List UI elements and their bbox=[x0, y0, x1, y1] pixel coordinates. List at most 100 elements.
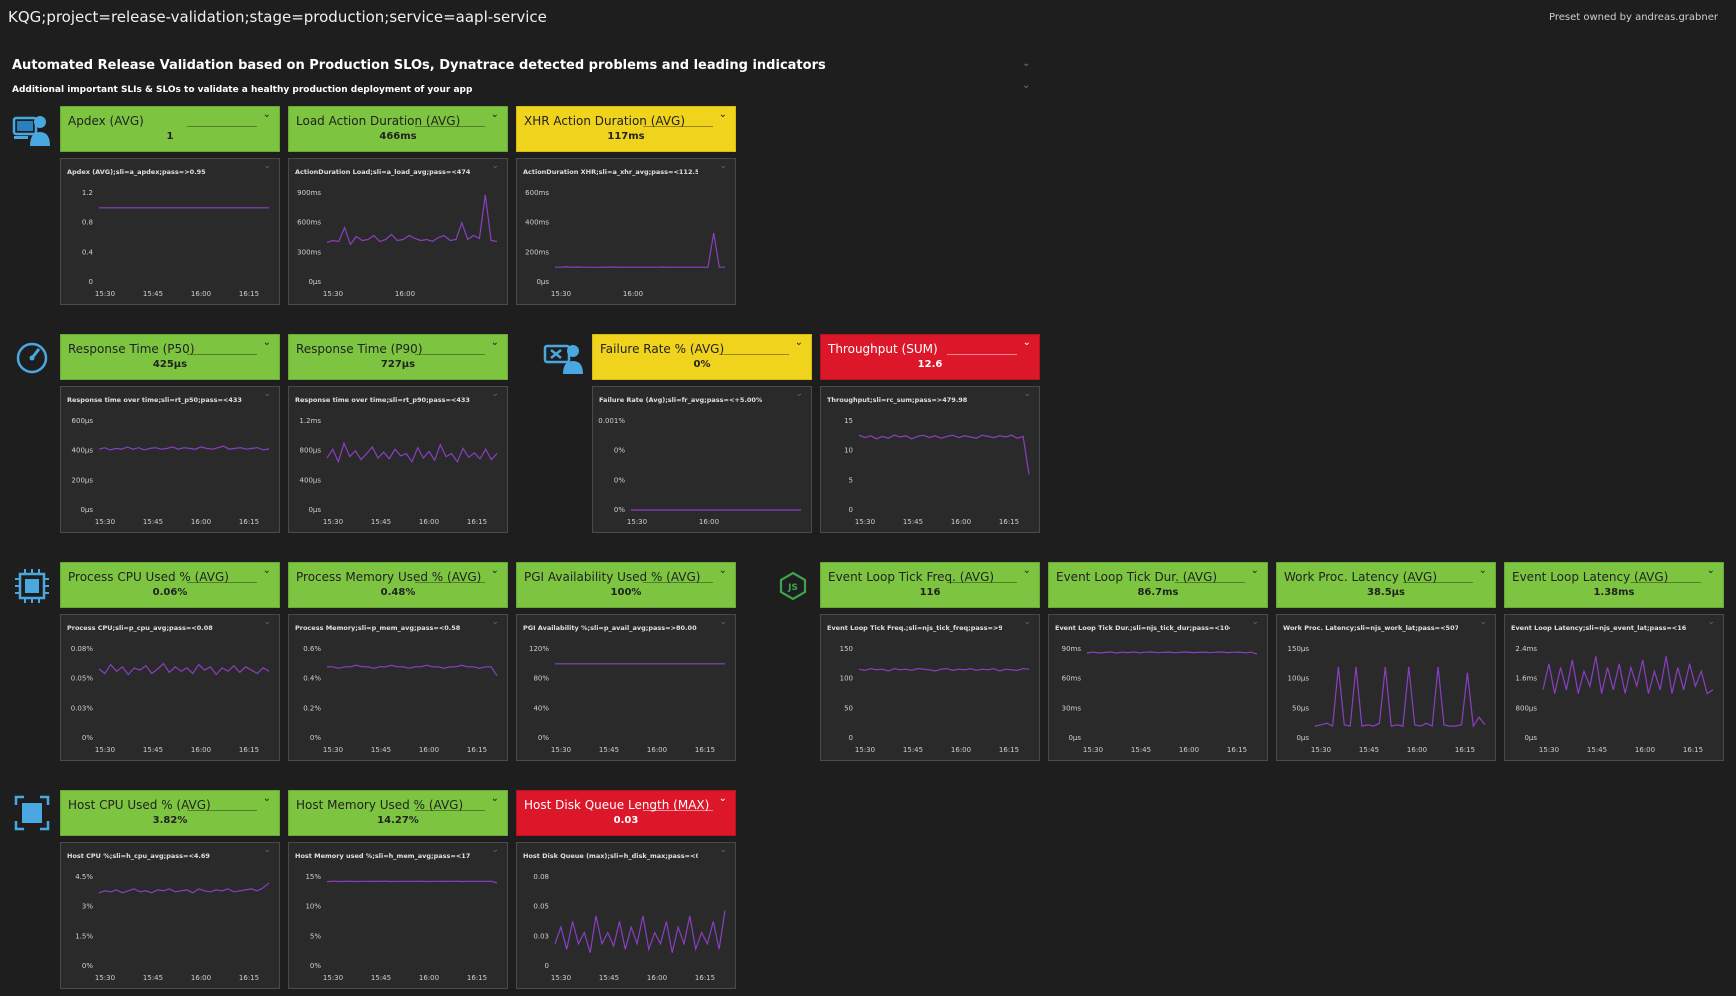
tile-name: Host CPU Used % (AVG) bbox=[68, 798, 211, 812]
tile-13[interactable]: Event Loop Latency (AVG) ⌄ 1.38ms bbox=[1504, 562, 1724, 608]
chart-panel-16[interactable]: 0.08 0.05 0.03 0 15:30 15:45 16:00 16:15 Host Di… bbox=[516, 842, 736, 989]
chevron-down-icon[interactable]: ⌄ bbox=[1250, 565, 1259, 576]
chevron-down-icon[interactable]: ⌄ bbox=[262, 337, 271, 348]
tile-14[interactable]: Host CPU Used % (AVG) ⌄ 3.82% bbox=[60, 790, 280, 836]
chevron-down-icon[interactable]: ⌄ bbox=[718, 109, 727, 120]
chevron-down-icon[interactable]: ⌄ bbox=[490, 337, 499, 348]
y-tick-label: 300ms bbox=[297, 248, 321, 256]
chevron-down-icon[interactable]: ⌄ bbox=[1251, 617, 1259, 627]
chart-panel-5[interactable]: 0.001% 0% 0% 0% 15:30 16:00 Failure Rate (Avg)… bbox=[592, 386, 812, 533]
tile-name: Throughput (SUM) bbox=[828, 342, 938, 356]
tile-value: 727µs bbox=[380, 359, 416, 370]
x-tick-label: 16:15 bbox=[695, 746, 715, 754]
tile-10[interactable]: Event Loop Tick Freq. (AVG) ⌄ 116 bbox=[820, 562, 1040, 608]
series-line bbox=[326, 194, 498, 246]
x-tick-label: 16:15 bbox=[695, 974, 715, 982]
chevron-down-icon[interactable]: ⌄ bbox=[794, 337, 803, 348]
chevron-down-icon[interactable]: ⌄ bbox=[1706, 565, 1715, 576]
chart-panel-3[interactable]: 600µs 400µs 200µs 0µs 15:30 15:45 16:00 16:15 Re… bbox=[60, 386, 280, 533]
nodejs-icon: JS bbox=[779, 571, 807, 601]
chevron-down-icon[interactable]: ⌄ bbox=[263, 161, 271, 171]
chart-panel-12[interactable]: 150µs 100µs 50µs 0µs 15:30 15:45 16:00 16:15 Wor… bbox=[1276, 614, 1496, 761]
chevron-down-icon[interactable]: ⌄ bbox=[719, 617, 727, 627]
tile-0[interactable]: Apdex (AVG) ⌄ 1 bbox=[60, 106, 280, 152]
chevron-down-icon[interactable]: ⌄ bbox=[491, 389, 499, 399]
chevron-down-icon[interactable]: ⌄ bbox=[490, 565, 499, 576]
tile-6[interactable]: Throughput (SUM) ⌄ 12.6 bbox=[820, 334, 1040, 380]
tile-5[interactable]: Failure Rate % (AVG) ⌄ 0% bbox=[592, 334, 812, 380]
chevron-down-icon[interactable]: ⌄ bbox=[491, 617, 499, 627]
tile-8[interactable]: Process Memory Used % (AVG) ⌄ 0.48% bbox=[288, 562, 508, 608]
y-tick-label: 600ms bbox=[297, 219, 321, 227]
tile-16[interactable]: Host Disk Queue Length (MAX) ⌄ 0.03 bbox=[516, 790, 736, 836]
x-tick-label: 16:00 bbox=[419, 974, 439, 982]
chevron-down-icon[interactable]: ⌄ bbox=[1022, 80, 1031, 91]
chart-panel-10[interactable]: 150 100 50 0 15:30 15:45 16:00 16:15 Event Loop … bbox=[820, 614, 1040, 761]
chart-title: Failure Rate (Avg);sli=fr_avg;pass=<+5.0… bbox=[599, 396, 763, 404]
chevron-down-icon[interactable]: ⌄ bbox=[263, 617, 271, 627]
tile-9[interactable]: PGI Availability Used % (AVG) ⌄ 100% bbox=[516, 562, 736, 608]
tile-3[interactable]: Response Time (P50) ⌄ 425µs bbox=[60, 334, 280, 380]
x-tick-label: 15:30 bbox=[551, 290, 571, 298]
tile-12[interactable]: Work Proc. Latency (AVG) ⌄ 38.5µs bbox=[1276, 562, 1496, 608]
tile-15[interactable]: Host Memory Used % (AVG) ⌄ 14.27% bbox=[288, 790, 508, 836]
chevron-down-icon[interactable]: ⌄ bbox=[490, 109, 499, 120]
y-tick-label: 0.001% bbox=[598, 417, 625, 425]
chevron-down-icon[interactable]: ⌄ bbox=[262, 793, 271, 804]
chart-panel-6[interactable]: 15 10 5 0 15:30 15:45 16:00 16:15 Throughput;sli… bbox=[820, 386, 1040, 533]
chart-panel-11[interactable]: 90ms 60ms 30ms 0µs 15:30 15:45 16:00 16:15 Event… bbox=[1048, 614, 1268, 761]
chevron-down-icon[interactable]: ⌄ bbox=[263, 389, 271, 399]
x-tick-label: 15:30 bbox=[551, 974, 571, 982]
chevron-down-icon[interactable]: ⌄ bbox=[719, 161, 727, 171]
chevron-down-icon[interactable]: ⌄ bbox=[1707, 617, 1715, 627]
tile-1[interactable]: Load Action Duration (AVG) ⌄ 466ms bbox=[288, 106, 508, 152]
x-tick-label: 16:00 bbox=[191, 974, 211, 982]
tile-4[interactable]: Response Time (P90) ⌄ 727µs bbox=[288, 334, 508, 380]
chevron-down-icon[interactable]: ⌄ bbox=[1479, 617, 1487, 627]
chart-panel-2[interactable]: 600ms 400ms 200ms 0µs 15:30 16:00 ActionDurati… bbox=[516, 158, 736, 305]
chevron-down-icon[interactable]: ⌄ bbox=[795, 389, 803, 399]
chart-panel-9[interactable]: 120% 80% 40% 0% 15:30 15:45 16:00 16:15 PGI Avai… bbox=[516, 614, 736, 761]
chevron-down-icon[interactable]: ⌄ bbox=[262, 109, 271, 120]
chart-panel-4[interactable]: 1.2ms 800µs 400µs 0µs 15:30 15:45 16:00 16:15 Re… bbox=[288, 386, 508, 533]
chart-panel-14[interactable]: 4.5% 3% 1.5% 0% 15:30 15:45 16:00 16:15 Host CPU… bbox=[60, 842, 280, 989]
host-icon bbox=[14, 795, 50, 831]
chart-panel-0[interactable]: 1.2 0.8 0.4 0 15:30 15:45 16:00 16:15 Apdex (AVG… bbox=[60, 158, 280, 305]
tile-underline bbox=[1403, 582, 1473, 583]
chevron-down-icon[interactable]: ⌄ bbox=[490, 793, 499, 804]
tile-name: Host Disk Queue Length (MAX) bbox=[524, 798, 710, 812]
chevron-down-icon[interactable]: ⌄ bbox=[491, 161, 499, 171]
tile-underline bbox=[947, 354, 1017, 355]
chart-svg: 1.2 0.8 0.4 015:30 15:45 16:00 16:15 bbox=[82, 189, 269, 298]
chevron-down-icon[interactable]: ⌄ bbox=[1022, 58, 1031, 69]
chevron-down-icon[interactable]: ⌄ bbox=[718, 565, 727, 576]
tile-7[interactable]: Process CPU Used % (AVG) ⌄ 0.06% bbox=[60, 562, 280, 608]
tile-11[interactable]: Event Loop Tick Dur. (AVG) ⌄ 86.7ms bbox=[1048, 562, 1268, 608]
chevron-down-icon[interactable]: ⌄ bbox=[1023, 389, 1031, 399]
chart-panel-8[interactable]: 0.6% 0.4% 0.2% 0% 15:30 15:45 16:00 16:15 Proces… bbox=[288, 614, 508, 761]
chevron-down-icon[interactable]: ⌄ bbox=[718, 793, 727, 804]
chart-panel-13[interactable]: 2.4ms 1.6ms 800µs 0µs 15:30 15:45 16:00 16:15 Ev… bbox=[1504, 614, 1724, 761]
chevron-down-icon[interactable]: ⌄ bbox=[1478, 565, 1487, 576]
chevron-down-icon[interactable]: ⌄ bbox=[1022, 565, 1031, 576]
chart-title: Event Loop Tick Dur.;sli=njs_tick_dur;pa… bbox=[1055, 624, 1230, 632]
x-tick-label: 16:15 bbox=[239, 974, 259, 982]
chevron-down-icon[interactable]: ⌄ bbox=[491, 845, 499, 855]
y-tick-label: 50µs bbox=[1292, 704, 1309, 712]
chart-panel-7[interactable]: 0.08% 0.05% 0.03% 0% 15:30 15:45 16:00 16:15 Pro… bbox=[60, 614, 280, 761]
tile-2[interactable]: XHR Action Duration (AVG) ⌄ 117ms bbox=[516, 106, 736, 152]
chevron-down-icon[interactable]: ⌄ bbox=[1022, 337, 1031, 348]
chevron-down-icon[interactable]: ⌄ bbox=[262, 565, 271, 576]
tile-value: 425µs bbox=[152, 359, 188, 370]
chevron-down-icon[interactable]: ⌄ bbox=[263, 845, 271, 855]
svg-text:JS: JS bbox=[787, 583, 798, 593]
chevron-down-icon[interactable]: ⌄ bbox=[719, 845, 727, 855]
y-tick-label: 1.2 bbox=[82, 189, 93, 197]
x-tick-label: 16:00 bbox=[419, 746, 439, 754]
chart-panel-1[interactable]: 900ms 600ms 300ms 0µs 15:30 16:00 ActionDurati… bbox=[288, 158, 508, 305]
chart-title: Work Proc. Latency;sli=njs_work_lat;pass… bbox=[1283, 624, 1458, 632]
chevron-down-icon[interactable]: ⌄ bbox=[1023, 617, 1031, 627]
series-line bbox=[858, 667, 1030, 672]
chart-panel-15[interactable]: 15% 10% 5% 0% 15:30 15:45 16:00 16:15 Host Memor… bbox=[288, 842, 508, 989]
